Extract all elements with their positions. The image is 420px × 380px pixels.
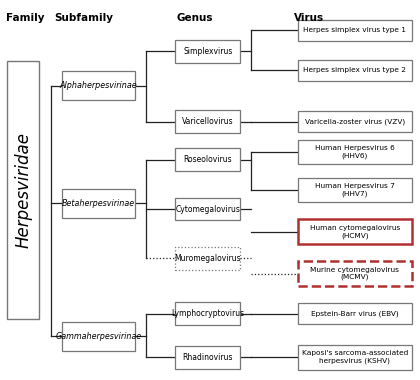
Text: Herpes simplex virus type 1: Herpes simplex virus type 1: [303, 27, 407, 33]
Text: Varicella-zoster virus (VZV): Varicella-zoster virus (VZV): [305, 118, 405, 125]
FancyBboxPatch shape: [62, 71, 136, 100]
Text: Genus: Genus: [176, 13, 213, 23]
Text: Virus: Virus: [294, 13, 324, 23]
FancyBboxPatch shape: [176, 198, 241, 220]
FancyBboxPatch shape: [176, 148, 241, 171]
FancyBboxPatch shape: [298, 303, 412, 324]
FancyBboxPatch shape: [8, 61, 39, 319]
Text: Family: Family: [6, 13, 45, 23]
Text: Murine cytomegalovirus
(MCMV): Murine cytomegalovirus (MCMV): [310, 267, 399, 280]
Text: Roseolovirus: Roseolovirus: [184, 155, 232, 164]
Text: Human Herpesvirus 7
(HHV7): Human Herpesvirus 7 (HHV7): [315, 183, 395, 197]
FancyBboxPatch shape: [298, 20, 412, 41]
FancyBboxPatch shape: [298, 345, 412, 369]
Text: Subfamily: Subfamily: [55, 13, 113, 23]
FancyBboxPatch shape: [176, 302, 241, 325]
FancyBboxPatch shape: [298, 60, 412, 81]
FancyBboxPatch shape: [298, 111, 412, 132]
Text: Simplexvirus: Simplexvirus: [183, 47, 233, 56]
Text: Lymphocryptovirus: Lymphocryptovirus: [171, 309, 244, 318]
Text: Kaposi's sarcoma-associated
herpesvirus (KSHV): Kaposi's sarcoma-associated herpesvirus …: [302, 350, 408, 364]
Text: Human Herpesvirus 6
(HHV6): Human Herpesvirus 6 (HHV6): [315, 145, 395, 159]
FancyBboxPatch shape: [62, 322, 136, 350]
Text: Herpesviridae: Herpesviridae: [14, 132, 32, 248]
FancyBboxPatch shape: [62, 189, 136, 217]
Text: Muromegalovirus: Muromegalovirus: [175, 254, 241, 263]
FancyBboxPatch shape: [298, 178, 412, 202]
FancyBboxPatch shape: [298, 261, 412, 286]
FancyBboxPatch shape: [176, 346, 241, 369]
Text: Epstein-Barr virus (EBV): Epstein-Barr virus (EBV): [311, 310, 399, 317]
Text: Alphaherpesvirinae: Alphaherpesvirinae: [60, 81, 137, 90]
Text: Betaherpesvirinae: Betaherpesvirinae: [62, 199, 135, 208]
Text: Gammaherpesvirinae: Gammaherpesvirinae: [55, 332, 142, 341]
Text: Human cytomegalovirus
(HCMV): Human cytomegalovirus (HCMV): [310, 225, 400, 239]
FancyBboxPatch shape: [298, 219, 412, 244]
FancyBboxPatch shape: [176, 247, 241, 270]
FancyBboxPatch shape: [176, 110, 241, 133]
FancyBboxPatch shape: [298, 139, 412, 164]
Text: Rhadinovirus: Rhadinovirus: [183, 353, 233, 362]
Text: Varicellovirus: Varicellovirus: [182, 117, 234, 126]
FancyBboxPatch shape: [176, 40, 241, 63]
Text: Herpes simplex virus type 2: Herpes simplex virus type 2: [303, 67, 407, 73]
Text: Cytomegalovirus: Cytomegalovirus: [176, 204, 240, 214]
